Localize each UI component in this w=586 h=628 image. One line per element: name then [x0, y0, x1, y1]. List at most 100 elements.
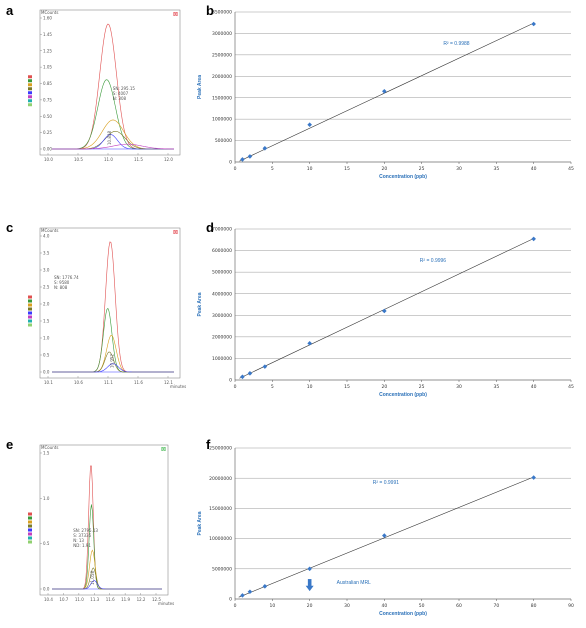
data-point	[531, 21, 536, 27]
x-tick-label: 11.0	[104, 157, 113, 162]
x-tick-label: 10.7	[59, 597, 68, 602]
x-tick-label: 15	[344, 384, 350, 390]
y-tick-label: 1.45	[43, 32, 52, 37]
peak-label: 11.058	[90, 571, 95, 585]
y-tick-label: 0.25	[43, 130, 52, 135]
y-tick-label: 6000000	[212, 248, 232, 254]
x-axis-title: minutes	[170, 384, 186, 389]
y-tick-label: 4.0	[43, 234, 50, 239]
x-tick-label: 40	[531, 166, 537, 172]
x-tick-label: 0	[234, 603, 237, 609]
panel-letter-c: c	[6, 220, 13, 235]
peak-label: 10.848	[107, 131, 112, 145]
x-tick-label: 30	[344, 603, 350, 609]
y-axis-title: Peak Area	[197, 292, 203, 316]
y-tick-label: 1000000	[212, 117, 232, 123]
x-axis-title: Concentration (ppb)	[379, 174, 427, 180]
legend-swatch	[28, 299, 32, 303]
trendline	[239, 238, 534, 379]
legend-swatch	[28, 524, 32, 528]
x-tick-label: 11.6	[134, 380, 143, 385]
y-tick-label: 1000000	[212, 356, 232, 362]
x-tick-label: 12.2	[137, 597, 146, 602]
info-line: S: 37336	[73, 533, 91, 538]
x-tick-label: 11.0	[75, 597, 84, 602]
legend-swatch	[28, 512, 32, 516]
legend-swatch	[28, 87, 32, 91]
info-line: SN: 2795.13	[73, 528, 98, 533]
x-tick-label: 60	[456, 603, 462, 609]
data-point	[307, 122, 312, 128]
legend-swatch	[28, 311, 32, 315]
trendline	[239, 22, 534, 162]
arrow-shaft	[307, 579, 312, 587]
x-tick-label: 40	[531, 384, 537, 390]
data-point	[240, 157, 245, 162]
info-line: N: 808	[54, 285, 68, 290]
x-tick-label: 11.3	[90, 597, 99, 602]
y-tick-label: 1.0	[43, 496, 50, 501]
info-line: N: 13	[73, 538, 84, 543]
annotation-label: Australian MRL	[337, 580, 371, 586]
x-tick-label: 50	[419, 603, 425, 609]
y-axis-title: Peak Area	[197, 511, 203, 535]
y-tick-label: 0.00	[43, 147, 52, 152]
x-tick-label: 20	[307, 603, 313, 609]
data-point	[247, 589, 253, 595]
data-point	[240, 374, 245, 380]
y-tick-label: 7000000	[212, 227, 232, 233]
legend-swatch	[28, 536, 32, 540]
x-axis-title: Concentration (ppb)	[379, 392, 427, 398]
y-tick-label: 0	[229, 378, 232, 384]
y-tick-label: 2000000	[212, 74, 232, 80]
x-axis-title: minutes	[158, 601, 174, 606]
legend-swatch	[28, 99, 32, 103]
x-tick-label: 11.6	[106, 597, 115, 602]
legend-swatch	[28, 91, 32, 95]
x-tick-label: 15	[344, 166, 350, 172]
data-point	[531, 236, 536, 242]
x-tick-label: 10.6	[74, 380, 83, 385]
y-tick-label: 1.05	[43, 65, 52, 70]
calibration-chart-f: 0 5000000 10000000 15000000 20000000 25000000…	[197, 446, 574, 617]
y-tick-label: 0.75	[43, 97, 52, 102]
y-axis-title: MCounts	[41, 228, 58, 233]
plot-frame	[39, 444, 169, 596]
data-point	[247, 371, 253, 376]
x-tick-label: 10	[307, 166, 313, 172]
y-tick-label: 0.5	[43, 541, 50, 546]
x-tick-label: 0	[234, 166, 237, 172]
x-axis-title: Concentration (ppb)	[379, 611, 427, 617]
panel-letter-d: d	[206, 220, 214, 235]
y-tick-label: 2.0	[43, 302, 50, 307]
x-tick-label: 80	[531, 603, 537, 609]
x-tick-label: 45	[568, 166, 574, 172]
y-tick-label: 0	[229, 160, 232, 166]
data-point	[262, 364, 268, 369]
legend-swatch	[28, 520, 32, 524]
y-tick-label: 3000000	[212, 31, 232, 37]
x-tick-label: 20	[381, 384, 387, 390]
x-tick-label: 12.5	[152, 597, 161, 602]
r-squared-label: R² = 0.9988	[443, 41, 469, 47]
legend-swatch	[28, 307, 32, 311]
y-tick-label: 5000000	[212, 566, 232, 572]
y-tick-label: 0	[229, 597, 232, 603]
y-tick-label: 5000000	[212, 270, 232, 276]
x-tick-label: 0	[234, 384, 237, 390]
info-line: ND: 1.91	[73, 543, 91, 548]
close-icon: ⊠	[161, 446, 166, 453]
calibration-chart-b: 0 500000 1000000 1500000 2000000 2500000 30000…	[197, 10, 574, 180]
legend-swatch	[28, 95, 32, 99]
legend-swatch	[28, 516, 32, 520]
legend-swatch	[28, 323, 32, 327]
panel-letter-a: a	[6, 3, 14, 18]
x-tick-label: 10	[269, 603, 275, 609]
legend-swatch	[28, 79, 32, 83]
r-squared-label: R² = 0.9996	[420, 258, 446, 264]
close-icon: ⊠	[173, 229, 178, 236]
y-tick-label: 1.5	[43, 319, 50, 324]
y-axis-title: Peak Area	[197, 75, 203, 99]
x-tick-label: 11.9	[121, 597, 130, 602]
x-tick-label: 20	[381, 166, 387, 172]
